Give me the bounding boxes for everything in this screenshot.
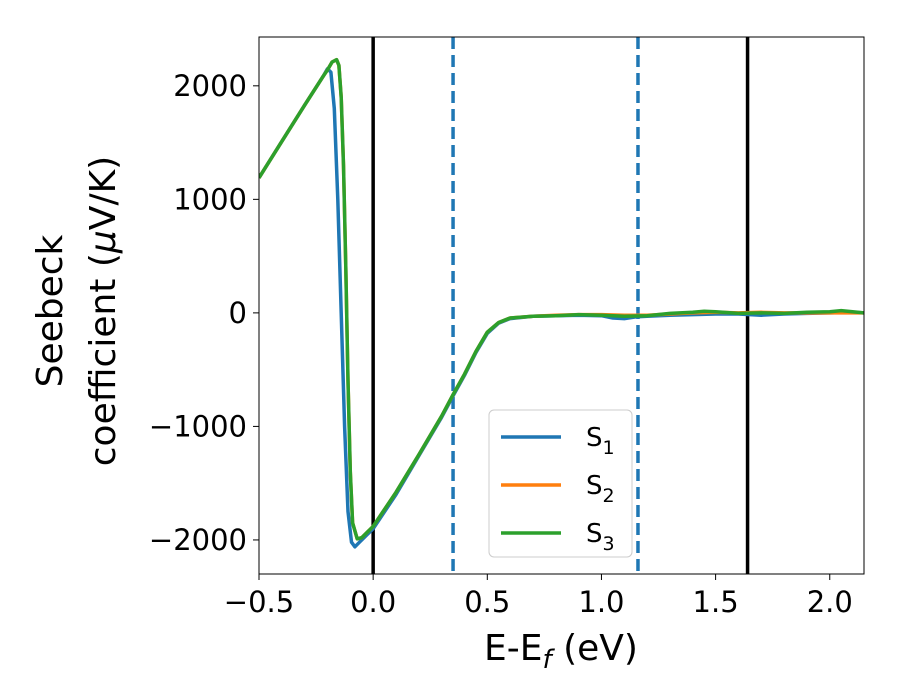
y-axis-title-line2: coefficient (μV/K)	[83, 156, 124, 466]
x-tick-label: 1.5	[693, 585, 739, 619]
legend: S1 S2 S3	[488, 409, 633, 558]
y-axis-title-mu: μ	[83, 230, 124, 254]
series-lines	[259, 57, 864, 549]
y-tick-label: 2000	[173, 69, 247, 103]
x-axis-title: E-Ef (eV)	[484, 628, 638, 675]
y-axis-title-prefix: coefficient (	[83, 253, 124, 466]
reference-lines	[371, 37, 750, 574]
y-tick-label: −1000	[149, 409, 247, 443]
x-tick-label: 1.0	[578, 585, 624, 619]
y-tick-label: 0	[229, 296, 247, 330]
y-axis-title-line1: Seebeck	[30, 234, 71, 387]
x-axis-title-main: E-E	[484, 628, 542, 669]
series-line-s3	[259, 57, 864, 541]
y-axis-title: Seebeck coefficient (μV/K)	[30, 156, 124, 466]
x-tick-label: 2.0	[807, 585, 853, 619]
x-axis-title-unit: (eV)	[552, 628, 638, 669]
x-ticks: −0.5 0.0 0.5 1.0 1.5 2.0	[224, 574, 853, 619]
y-tick-label: 1000	[173, 182, 247, 216]
legend-label-s3: S3	[586, 519, 615, 555]
y-axis-title-unit: V/K)	[83, 156, 124, 230]
legend-label-s1: S1	[586, 423, 615, 459]
plot-frame	[258, 36, 865, 575]
x-tick-label: 0.0	[350, 585, 396, 619]
legend-label-s2: S2	[586, 471, 615, 507]
y-tick-label: −2000	[149, 523, 247, 557]
x-tick-label: 0.5	[464, 585, 510, 619]
x-tick-label: −0.5	[224, 585, 294, 619]
y-ticks: 2000 1000 0 −1000 −2000	[149, 69, 259, 557]
